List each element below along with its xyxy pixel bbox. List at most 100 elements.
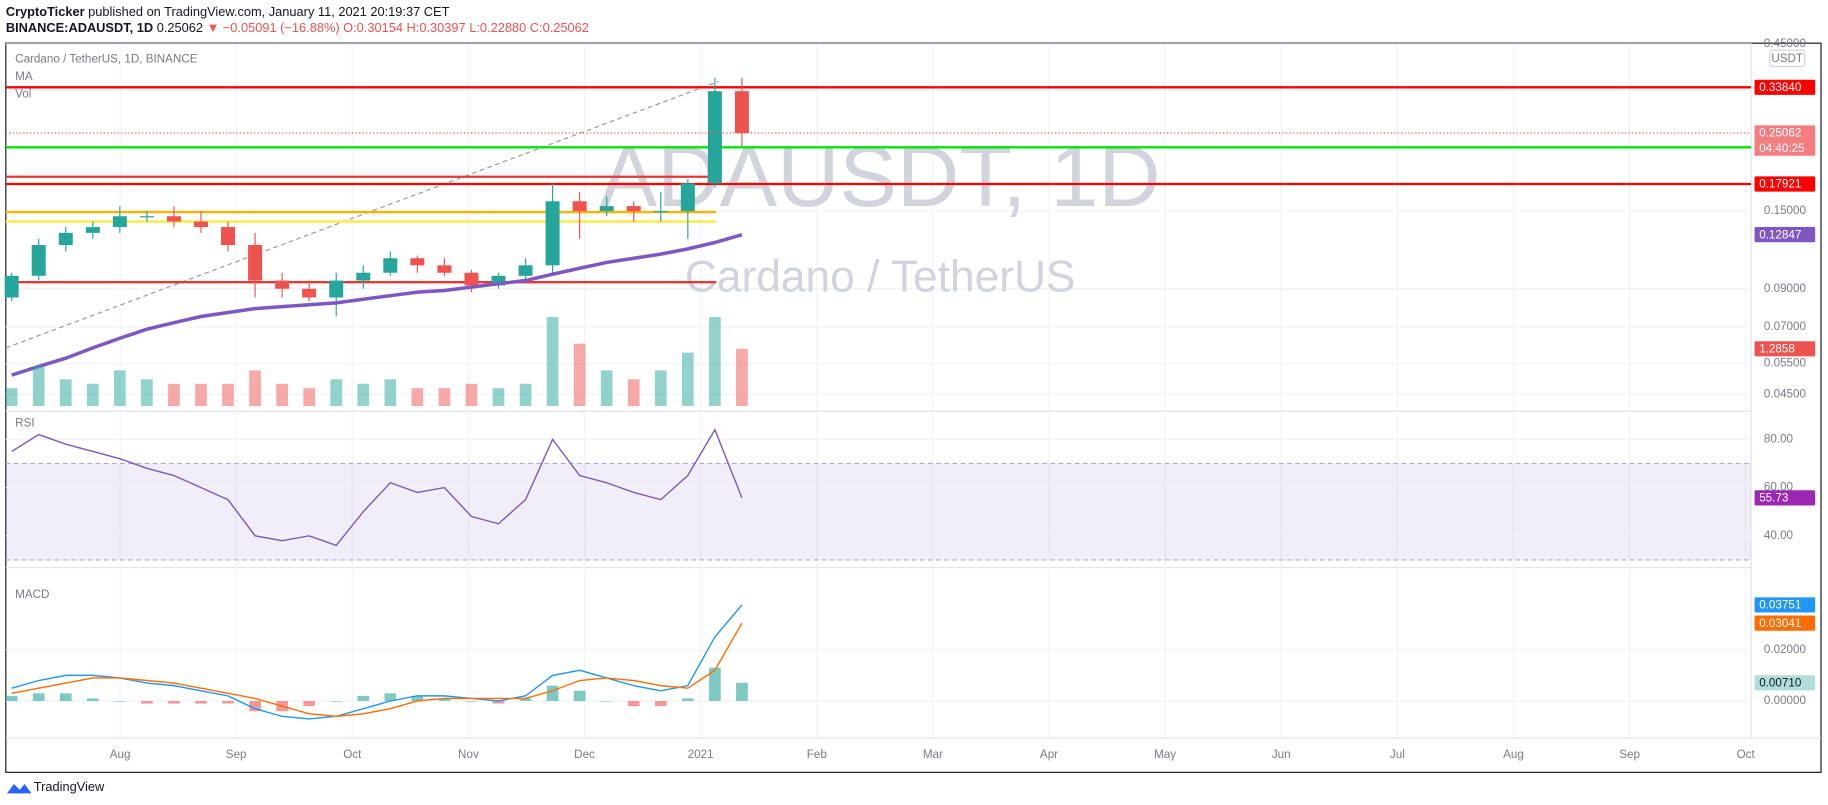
- volume-bar: [411, 388, 424, 406]
- footer-text: TradingView: [34, 779, 105, 794]
- logo-icon: [6, 784, 32, 794]
- candle-body: [464, 272, 479, 286]
- macd-line: [11, 604, 743, 720]
- candle-body: [599, 206, 614, 212]
- y-tick-label: 80.00: [1764, 432, 1794, 445]
- symbol: BINANCE:ADAUSDT, 1D: [6, 21, 153, 36]
- candle-body: [383, 258, 398, 273]
- candle-body: [707, 91, 722, 184]
- candle-body: [437, 265, 452, 273]
- x-tick-label: May: [1154, 748, 1176, 761]
- macd-histogram: [627, 700, 640, 707]
- candle-body: [58, 232, 73, 246]
- y-tick-label: 0.04500: [1764, 387, 1807, 400]
- macd-histogram: [330, 700, 343, 702]
- candle-body: [193, 221, 208, 228]
- volume-bar: [438, 388, 451, 406]
- macd-histogram: [573, 690, 586, 701]
- ma-tag-bg: [1754, 227, 1816, 243]
- macd-histogram: [195, 700, 207, 704]
- x-tick-label: Apr: [1040, 748, 1058, 761]
- x-tick-label: Mar: [923, 748, 943, 761]
- volume-bar: [32, 365, 45, 406]
- volume-bar: [682, 352, 694, 406]
- last: 0.25062: [157, 21, 203, 36]
- rsi-tag: 55.73: [1759, 492, 1788, 505]
- volume-bar: [492, 388, 505, 406]
- x-tick-label: 2021: [688, 748, 714, 761]
- volume-bar: [276, 383, 288, 406]
- x-tick-label: Jun: [1272, 748, 1291, 761]
- candle-body: [4, 275, 19, 298]
- unit-box: [1769, 49, 1806, 68]
- trendline: [5, 80, 719, 349]
- footer-logo: TradingView: [6, 779, 105, 794]
- candle-body: [31, 245, 46, 276]
- pane-legend: MACD: [15, 588, 49, 601]
- level-tag: 0.17921: [1759, 178, 1801, 191]
- macd-histogram: [682, 698, 694, 701]
- y-tick-label: 40.00: [1764, 529, 1794, 542]
- y-tick-label: 0.00000: [1764, 694, 1807, 707]
- last-price-tag: 0.25062: [1759, 127, 1801, 140]
- macd-histogram: [59, 693, 72, 701]
- candle-body: [112, 216, 127, 228]
- candle-body: [572, 201, 587, 212]
- ohlc-open: O:0.30154: [343, 21, 403, 36]
- x-tick-label: Aug: [110, 748, 131, 761]
- ohlc-high: H:0.30397: [407, 21, 466, 36]
- x-tick-label: Feb: [807, 748, 827, 761]
- volume-bar: [465, 383, 478, 406]
- macd-histogram: [141, 700, 153, 704]
- macd-histogram: [411, 695, 424, 701]
- volume-bar: [736, 348, 748, 406]
- ohlc-low: L:0.22880: [469, 21, 526, 36]
- macd-histogram: [438, 698, 451, 701]
- macd-histogram: [357, 695, 370, 701]
- volume-tag: 1.2858: [1759, 342, 1795, 355]
- macd-histogram: [465, 700, 478, 702]
- candle-body: [734, 91, 749, 134]
- y-tick-label: 0.07000: [1764, 320, 1807, 333]
- macd-histogram: [168, 700, 180, 704]
- change: −0.05091 (−16.88%): [223, 21, 340, 36]
- macd-tag: 0.03041: [1759, 617, 1801, 630]
- header-line-1: CryptoTicker published on TradingView.co…: [6, 4, 450, 19]
- last-price-tag-bg: [1754, 125, 1816, 141]
- macd-histogram: [492, 700, 505, 704]
- candle-body: [410, 258, 425, 266]
- y-tick-label: 0.45000: [1764, 37, 1807, 50]
- candle-body: [302, 288, 317, 298]
- candle-body: [491, 275, 506, 286]
- rsi-band: [5, 463, 1752, 560]
- volume-tag-bg: [1754, 341, 1816, 357]
- histogram-tag-bg: [1754, 675, 1816, 691]
- macd-histogram: [736, 682, 748, 701]
- candle-body: [221, 227, 236, 246]
- y-tick-label: 0.05500: [1764, 357, 1807, 370]
- y-tick-label: 0.02000: [1764, 643, 1807, 656]
- ma-line: [11, 232, 743, 377]
- volume-bar: [654, 370, 667, 406]
- y-tick-label: 0.15000: [1764, 204, 1807, 217]
- volume-bar: [357, 383, 370, 406]
- volume-bar: [222, 383, 234, 406]
- x-tick-label: Oct: [343, 748, 362, 761]
- volume-bar: [384, 379, 397, 406]
- x-tick-label: Oct: [1737, 748, 1756, 761]
- macd-tag-bg: [1754, 615, 1816, 631]
- macd-histogram: [303, 700, 316, 707]
- volume-bar: [519, 383, 532, 406]
- ohlc-close: C:0.25062: [530, 21, 589, 36]
- volume-bar: [249, 370, 261, 406]
- volume-bar: [546, 317, 559, 406]
- published: published on TradingView.com, January 11…: [88, 4, 449, 19]
- volume-bar: [330, 379, 343, 406]
- countdown-bg: [1754, 140, 1816, 156]
- x-tick-label: Sep: [1619, 748, 1640, 761]
- rsi-tag-bg: [1754, 490, 1816, 506]
- level-tag-bg: [1754, 79, 1816, 95]
- level-tag-bg: [1754, 176, 1816, 192]
- macd-tag-bg: [1754, 597, 1816, 613]
